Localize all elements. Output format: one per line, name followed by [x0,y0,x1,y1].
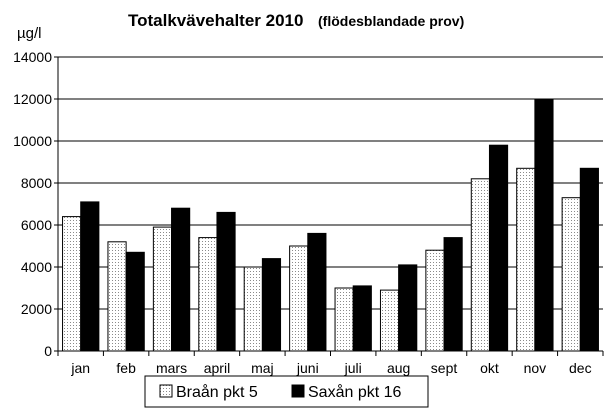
axes [54,56,604,356]
x-tick-labels: jan feb mars april maj juni juli aug sept okt nov d… [70,360,591,376]
bar-braan-dec [561,197,581,352]
x-tick-label: maj [251,360,274,376]
y-tick-label: 14000 [13,49,52,65]
bar-braan-jan [62,216,82,352]
x-tick-label: aug [387,360,410,376]
y-tick-labels: 0 2000 4000 6000 8000 10000 12000 14000 [13,49,52,359]
bar-braan-aug [379,289,400,352]
bar-saxan-aug [398,264,418,352]
bar-saxan-juli [352,285,372,352]
bar-braan-sept [425,249,445,352]
bar-braan-mars [152,226,173,352]
y-tick-label: 2000 [21,301,52,317]
y-tick-label: 10000 [13,133,52,149]
x-tick-label: sept [431,360,458,376]
x-tick-label: okt [480,360,499,376]
x-tick-label: juni [296,360,319,376]
legend-swatch-braan [159,384,173,398]
x-tick-label: mars [156,360,187,376]
bar-braan-juli [334,287,354,352]
bar-saxan-maj [261,258,282,352]
bar-saxan-nov [534,98,554,352]
bar-saxan-dec [579,167,599,352]
y-tick-label: 0 [44,343,52,359]
x-tick-label: juli [344,360,362,376]
gridlines [58,56,603,310]
legend-swatch-saxan [291,384,305,398]
bar-braan-okt [470,178,490,352]
bar-braan-nov [516,167,536,352]
x-tick-label: nov [524,360,547,376]
y-tick-label: 8000 [21,175,52,191]
x-tick-label: dec [569,360,592,376]
bar-saxan-feb [125,251,145,352]
x-tick-label: feb [116,360,136,376]
y-axis-label: µg/l [17,25,42,42]
bar-saxan-sept [443,237,463,352]
bar-braan-april [198,237,218,352]
legend: Braån pkt 5 Saxån pkt 16 [144,375,429,408]
bar-saxan-mars [171,207,191,352]
bar-saxan-jan [80,201,100,352]
bar-braan-juni [289,245,309,352]
y-tick-label: 4000 [21,259,52,275]
bars [62,98,599,352]
x-tick-label: jan [70,360,90,376]
y-tick-label: 12000 [13,91,52,107]
bar-braan-feb [107,241,127,352]
y-tick-label: 6000 [21,217,52,233]
legend-label-saxan: Saxån pkt 16 [308,383,402,401]
chart-subtitle: (flödesblandade prov) [318,13,464,29]
bar-braan-maj [243,266,263,352]
chart-title: Totalkvävehalter 2010 [128,11,303,30]
bar-saxan-juni [307,232,327,352]
legend-box [144,375,429,408]
bar-saxan-april [216,211,236,352]
legend-label-braan: Braån pkt 5 [176,383,258,401]
x-tick-label: april [204,360,230,376]
bar-saxan-okt [488,144,509,352]
